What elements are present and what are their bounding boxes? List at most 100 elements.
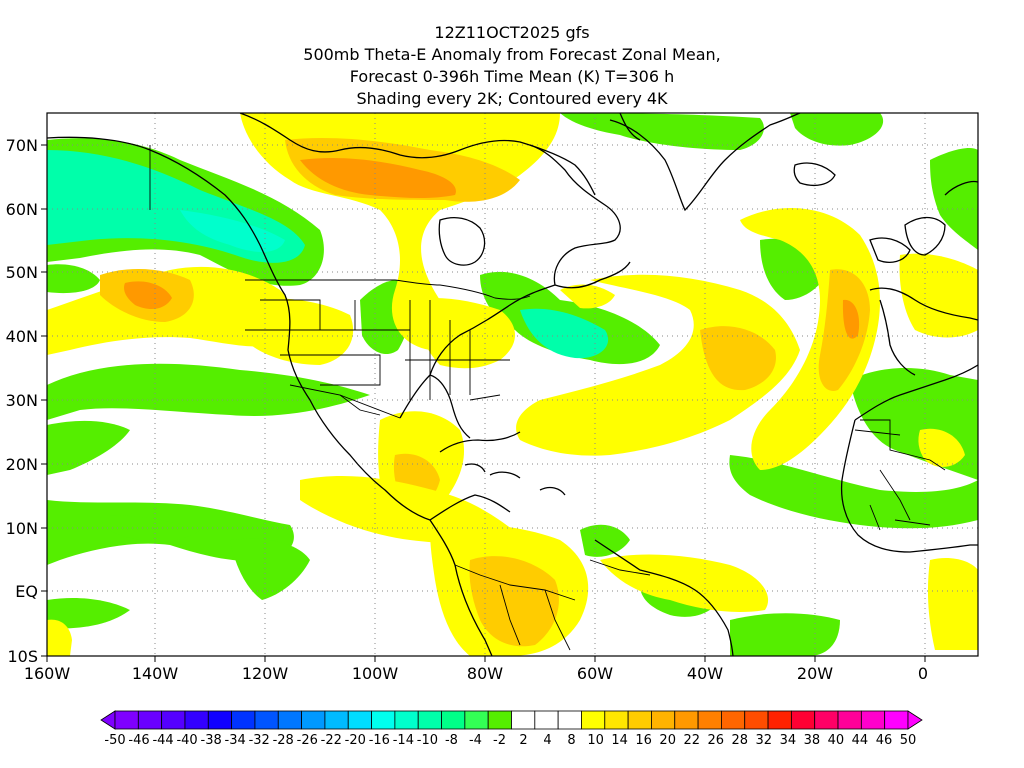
y-tick-label: 40N xyxy=(6,327,38,346)
colorbar-label: -22 xyxy=(321,733,342,748)
y-tick-label: 10N xyxy=(6,519,38,538)
y-tick-label: 30N xyxy=(6,391,38,410)
x-tick-label: 40W xyxy=(687,664,723,683)
x-tick-label: 0 xyxy=(918,664,928,683)
colorbar-swatch xyxy=(254,710,279,730)
title-line-2: 500mb Theta-E Anomaly from Forecast Zona… xyxy=(303,45,721,64)
colorbar-swatch xyxy=(114,710,139,730)
colorbar-swatch xyxy=(301,710,326,730)
anomaly-shading xyxy=(47,113,978,656)
colorbar: -50 -46 -44 -40 -38 -34 -32 -28 -26 -22 -20 -16 -14-… xyxy=(100,710,923,748)
colorbar-label: 46 xyxy=(876,733,893,748)
tick-marks xyxy=(41,144,926,662)
colorbar-swatch xyxy=(721,710,746,730)
colorbar-swatch xyxy=(860,710,886,730)
colorbar-swatch xyxy=(347,710,372,730)
colorbar-label: -34 xyxy=(225,733,246,748)
colorbar-swatch xyxy=(207,710,233,730)
colorbar-label: -10 xyxy=(417,733,438,748)
x-axis-labels: 160W 140W 120W 100W 80W 60W 40W 20W 0 xyxy=(24,664,928,683)
y-tick-label: 10S xyxy=(7,647,38,666)
colorbar-label: 10 xyxy=(587,733,604,748)
colorbar-left-arrow xyxy=(100,710,116,730)
colorbar-label: -50 xyxy=(104,733,125,748)
colorbar-swatch xyxy=(534,710,559,730)
title-line-4: Shading every 2K; Contoured every 4K xyxy=(356,89,668,108)
colorbar-label: -2 xyxy=(493,733,506,748)
grid-lines xyxy=(47,113,978,656)
colorbar-label: 4 xyxy=(543,733,551,748)
colorbar-label: 40 xyxy=(828,733,845,748)
coastlines xyxy=(47,113,978,656)
colorbar-label: 32 xyxy=(756,733,773,748)
colorbar-label: -32 xyxy=(249,733,270,748)
colorbar-label: 2 xyxy=(519,733,527,748)
colorbar-label: 14 xyxy=(611,733,628,748)
colorbar-swatch xyxy=(627,710,652,730)
y-tick-label: 70N xyxy=(6,136,38,155)
x-tick-label: 160W xyxy=(24,664,71,683)
colorbar-swatch xyxy=(767,710,792,730)
colorbar-swatch xyxy=(417,710,442,730)
x-tick-label: 100W xyxy=(352,664,399,683)
title-line-1: 12Z11OCT2025 gfs xyxy=(434,23,590,42)
colorbar-label: -40 xyxy=(176,733,197,748)
colorbar-swatch xyxy=(837,710,862,730)
y-tick-label: 60N xyxy=(6,200,38,219)
colorbar-label: 38 xyxy=(804,733,821,748)
colorbar-swatch xyxy=(884,710,909,730)
colorbar-label: 8 xyxy=(567,733,575,748)
colorbar-label: 20 xyxy=(659,733,676,748)
colorbar-label: -8 xyxy=(445,733,458,748)
colorbar-swatch xyxy=(604,710,629,730)
colorbar-label: -26 xyxy=(297,733,318,748)
colorbar-swatch xyxy=(674,710,699,730)
colorbar-label: -38 xyxy=(201,733,222,748)
colorbar-label: -4 xyxy=(469,733,482,748)
political-borders xyxy=(149,145,946,651)
colorbar-swatch xyxy=(487,710,512,730)
colorbar-swatch xyxy=(371,710,396,730)
colorbar-label: -28 xyxy=(273,733,294,748)
colorbar-swatch xyxy=(790,710,816,730)
y-tick-label: EQ xyxy=(15,582,38,601)
colorbar-label: -20 xyxy=(345,733,366,748)
chart-title: 12Z11OCT2025 gfs 500mb Theta-E Anomaly f… xyxy=(0,22,1024,110)
colorbar-swatch xyxy=(137,710,163,730)
y-tick-label: 20N xyxy=(6,455,38,474)
colorbar-swatch xyxy=(581,710,606,730)
colorbar-label: 44 xyxy=(852,733,869,748)
colorbar-label: -44 xyxy=(152,733,173,748)
colorbar-label: -46 xyxy=(128,733,149,748)
colorbar-label: 16 xyxy=(635,733,652,748)
colorbar-swatch xyxy=(557,710,582,730)
colorbar-swatch xyxy=(511,710,536,730)
colorbar-label: -16 xyxy=(369,733,390,748)
colorbar-swatch xyxy=(184,710,209,730)
x-tick-label: 20W xyxy=(797,664,833,683)
x-tick-label: 120W xyxy=(242,664,289,683)
colorbar-right-arrow xyxy=(907,710,923,730)
colorbar-swatch xyxy=(394,710,419,730)
x-tick-label: 60W xyxy=(577,664,613,683)
colorbar-label: 50 xyxy=(900,733,917,748)
map-frame xyxy=(46,112,979,657)
colorbar-swatch xyxy=(441,710,466,730)
colorbar-label: 22 xyxy=(683,733,700,748)
colorbar-label: 28 xyxy=(732,733,749,748)
colorbar-swatch xyxy=(324,710,349,730)
x-tick-label: 140W xyxy=(132,664,179,683)
colorbar-swatch xyxy=(744,710,769,730)
colorbar-swatch xyxy=(814,710,839,730)
colorbar-swatch xyxy=(277,710,302,730)
colorbar-label: 26 xyxy=(707,733,724,748)
x-tick-label: 80W xyxy=(467,664,503,683)
y-tick-label: 50N xyxy=(6,263,38,282)
colorbar-swatch xyxy=(651,710,676,730)
colorbar-swatch xyxy=(464,710,489,730)
y-axis-labels: 70N 60N 50N 40N 30N 20N 10N EQ 10S xyxy=(6,136,38,666)
colorbar-swatch xyxy=(161,710,186,730)
colorbar-swatch xyxy=(231,710,256,730)
colorbar-label: -14 xyxy=(393,733,414,748)
